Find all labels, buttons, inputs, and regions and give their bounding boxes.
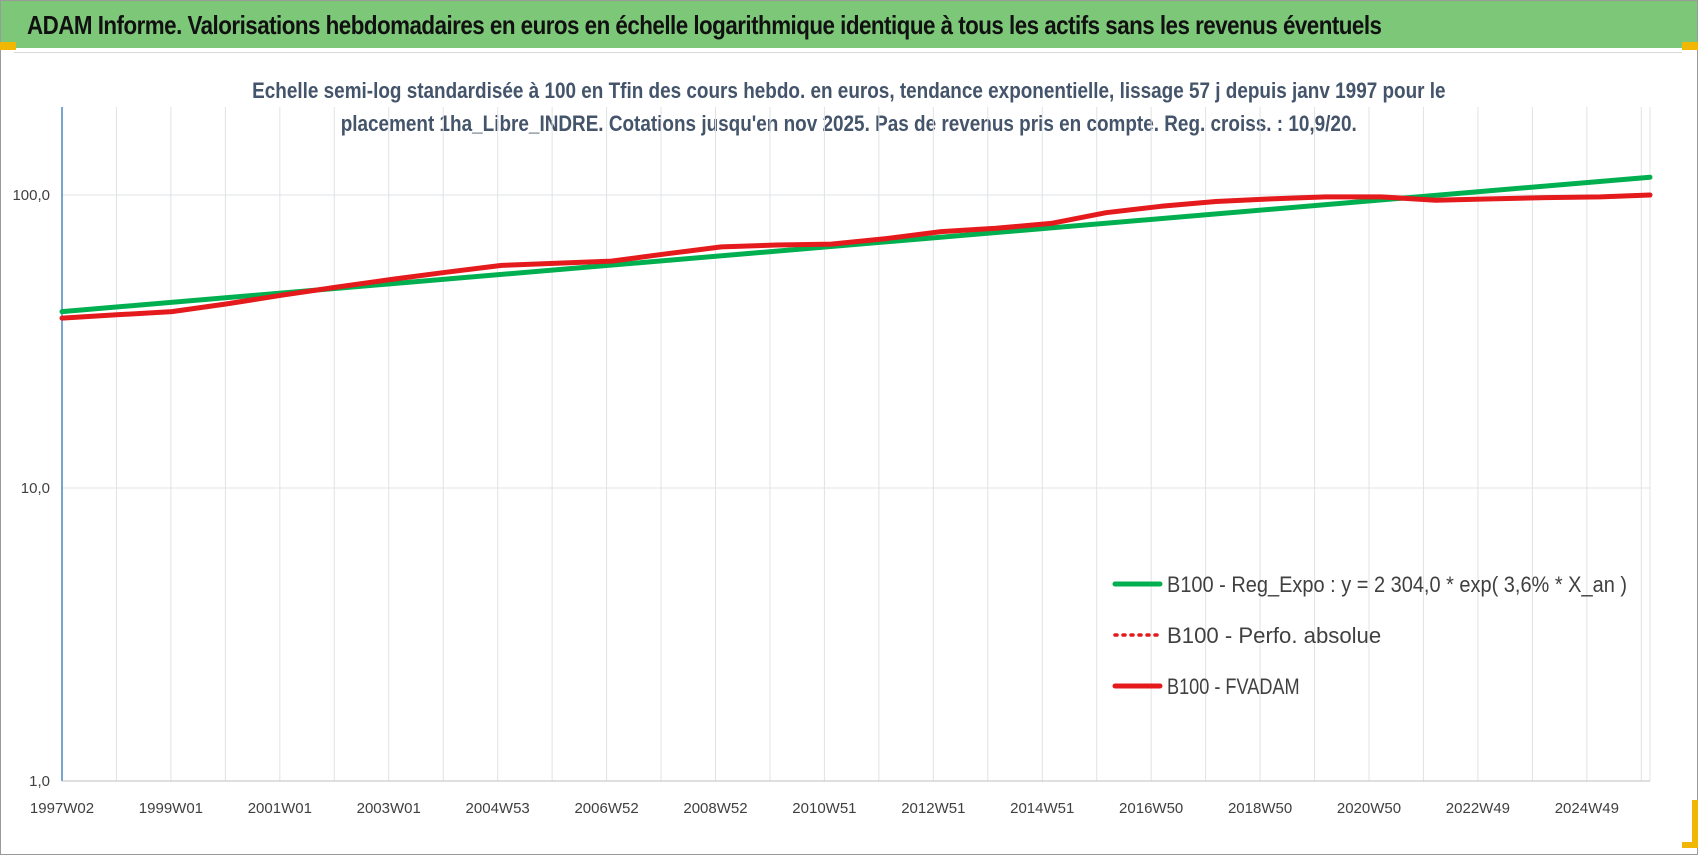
legend: B100 - Reg_Expo : y = 2 304,0 * exp( 3,6…	[1112, 572, 1627, 699]
x-tick-label: 2003W01	[357, 800, 421, 817]
chart-title-line-2: placement 1ha_Libre_INDRE. Cotations jus…	[340, 111, 1358, 136]
header-title: ADAM Informe. Valorisations hebdomadaire…	[27, 10, 1382, 40]
x-tick-label: 2022W49	[1446, 800, 1510, 817]
y-tick-label: 10,0	[21, 480, 50, 497]
legend-label-1: B100 - Reg_Expo : y = 2 304,0 * exp( 3,6…	[1167, 572, 1627, 597]
x-tick-label: 1999W01	[139, 800, 203, 817]
x-tick-label: 2024W49	[1555, 800, 1619, 817]
legend-label-2: B100 - Perfo. absolue	[1167, 623, 1381, 648]
axes	[61, 107, 1650, 782]
header-bar: ADAM Informe. Valorisations hebdomadaire…	[1, 1, 1697, 48]
corner-mark-top-right	[1682, 42, 1698, 50]
chart-title: Echelle semi-log standardisée à 100 en T…	[0, 74, 1698, 140]
series-lines	[59, 174, 1653, 321]
x-tick-label: 2016W50	[1119, 800, 1183, 817]
tick-labels: 1,0 10,0 100,0 1997W02 1999W01 2001W01 2003W01…	[12, 187, 1618, 817]
x-tick-label: 2004W53	[466, 800, 530, 817]
grid-lines	[61, 107, 1651, 781]
series-line-2	[60, 193, 1652, 320]
series-line-3	[59, 192, 1653, 321]
x-tick-label: 2006W52	[574, 800, 638, 817]
y-tick-label: 100,0	[12, 187, 50, 204]
x-tick-label: 2010W51	[792, 800, 856, 817]
corner-mark-top-left	[0, 42, 16, 50]
y-tick-label: 1,0	[29, 773, 50, 790]
legend-label-3: B100 - FVADAM	[1167, 674, 1300, 699]
x-tick-label: 2014W51	[1010, 800, 1074, 817]
x-tick-label: 2018W50	[1228, 800, 1292, 817]
x-tick-label: 1997W02	[30, 800, 94, 817]
chart-title-line-1: Echelle semi-log standardisée à 100 en T…	[252, 78, 1446, 103]
corner-mark-bottom-right	[1692, 800, 1698, 846]
x-tick-label: 2012W51	[901, 800, 965, 817]
x-tick-label: 2001W01	[248, 800, 312, 817]
corner-mark-bottom-right-foot	[1682, 842, 1698, 848]
header-separator	[14, 52, 1682, 53]
x-tick-label: 2020W50	[1337, 800, 1401, 817]
x-tick-label: 2008W52	[683, 800, 747, 817]
